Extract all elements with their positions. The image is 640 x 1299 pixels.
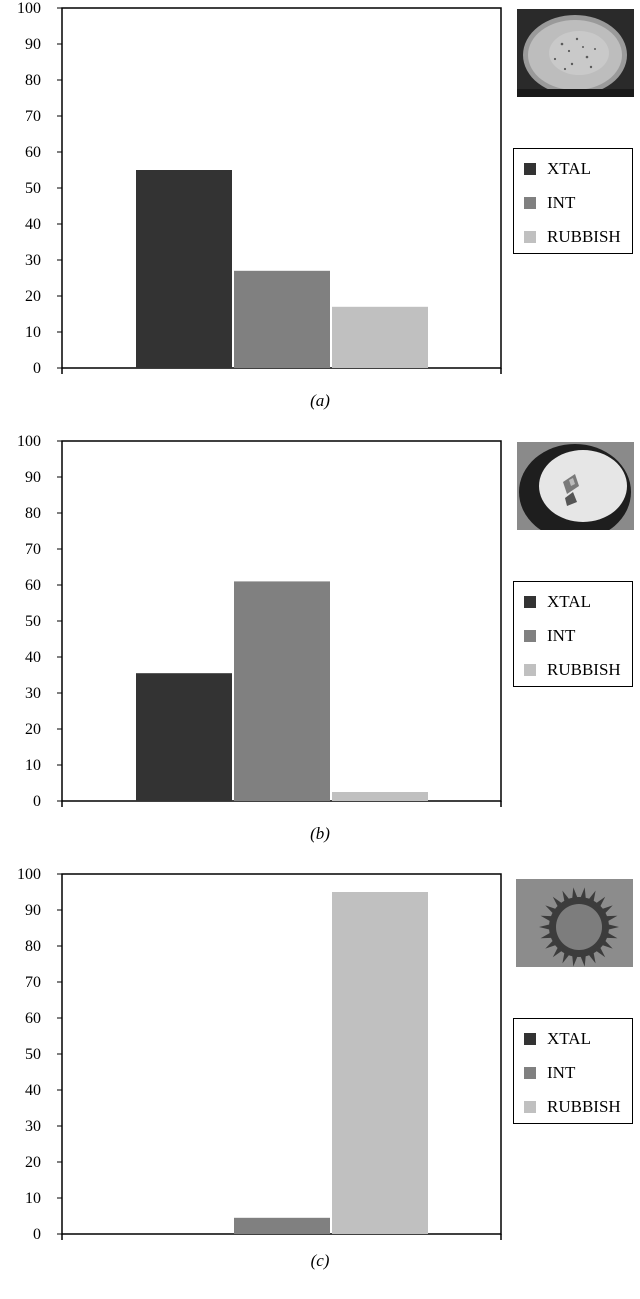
caption-a: (a) — [310, 391, 330, 410]
legend-swatch — [524, 1067, 536, 1079]
legend-item-int: INT — [524, 626, 575, 646]
y-tick-label-b: 100 — [17, 433, 41, 450]
legend-swatch — [524, 596, 536, 608]
legend-item-xtal: XTAL — [524, 592, 591, 612]
legend-label: INT — [547, 626, 576, 645]
rubbish-drop-image — [516, 879, 633, 967]
legend-swatch — [524, 231, 536, 243]
y-tick-label-c: 100 — [17, 866, 41, 883]
bar-a-xtal — [136, 170, 232, 368]
legend-a: XTAL INT RUBBISH — [513, 148, 633, 254]
legend-swatch — [524, 630, 536, 642]
y-tick-label-b: 0 — [33, 793, 41, 810]
y-tick-label-a: 100 — [17, 0, 41, 17]
legend-swatch — [524, 197, 536, 209]
legend-item-xtal: XTAL — [524, 159, 591, 179]
legend-label: INT — [547, 1063, 576, 1082]
chart-panel-a: 0 10 20 30 40 50 60 70 80 90 100 XTAL INT RUBBISH (a… — [0, 0, 640, 433]
legend-label: RUBBISH — [547, 660, 621, 679]
bar-chart-b: 0 10 20 30 40 50 60 70 80 90 100 — [17, 433, 502, 810]
bar-c-int — [234, 1217, 330, 1234]
y-tick-label-b: 80 — [25, 505, 41, 522]
chart-panel-c: 0 10 20 30 40 50 60 70 80 90 100 XTAL INT RUBBISH (c… — [0, 866, 640, 1299]
legend-item-int: INT — [524, 193, 575, 213]
y-tick-label-c: 30 — [25, 1118, 41, 1135]
legend-label: XTAL — [547, 1029, 591, 1048]
y-tick-label-b: 10 — [25, 757, 41, 774]
bar-b-int — [234, 581, 330, 801]
y-tick-label-b: 40 — [25, 649, 41, 666]
y-tick-label-c: 0 — [33, 1226, 41, 1243]
legend-swatch — [524, 664, 536, 676]
bar-chart-c: 0 10 20 30 40 50 60 70 80 90 100 — [17, 866, 502, 1243]
plot-area-c — [61, 873, 502, 1235]
y-tick-label-a: 10 — [25, 324, 41, 341]
bar-c-rubbish — [332, 892, 428, 1234]
y-tick-label-b: 20 — [25, 721, 41, 738]
legend-item-int: INT — [524, 1063, 575, 1083]
y-tick-label-a: 70 — [25, 108, 41, 125]
y-tick-label-c: 10 — [25, 1190, 41, 1207]
y-tick-label-b: 90 — [25, 469, 41, 486]
intermediate-drop-image — [517, 442, 634, 530]
legend-item-rubbish: RUBBISH — [524, 227, 621, 247]
legend-label: RUBBISH — [547, 1097, 621, 1116]
y-tick-label-b: 30 — [25, 685, 41, 702]
y-tick-label-b: 60 — [25, 577, 41, 594]
y-tick-label-b: 50 — [25, 613, 41, 630]
legend-label: RUBBISH — [547, 227, 621, 246]
caption-b: (b) — [310, 824, 330, 843]
legend-label: XTAL — [547, 159, 591, 178]
legend-swatch — [524, 1033, 536, 1045]
y-tick-label-a: 90 — [25, 36, 41, 53]
y-tick-label-a: 60 — [25, 144, 41, 161]
caption-c: (c) — [310, 1251, 330, 1270]
y-tick-label-a: 20 — [25, 288, 41, 305]
bar-a-rubbish — [332, 306, 428, 368]
chart-panel-b: 0 10 20 30 40 50 60 70 80 90 100 XTAL INT RUBBISH (b… — [0, 433, 640, 866]
legend-c: XTAL INT RUBBISH — [513, 1018, 633, 1124]
crystal-drop-image — [517, 9, 634, 97]
y-tick-label-c: 90 — [25, 902, 41, 919]
y-tick-label-c: 80 — [25, 938, 41, 955]
bar-a-int — [234, 270, 330, 368]
y-tick-label-a: 0 — [33, 360, 41, 377]
y-tick-label-c: 50 — [25, 1046, 41, 1063]
bar-b-rubbish — [332, 792, 428, 801]
legend-item-rubbish: RUBBISH — [524, 1097, 621, 1117]
legend-label: INT — [547, 193, 576, 212]
y-tick-label-c: 40 — [25, 1082, 41, 1099]
legend-b: XTAL INT RUBBISH — [513, 581, 633, 687]
legend-label: XTAL — [547, 592, 591, 611]
legend-item-xtal: XTAL — [524, 1029, 591, 1049]
bar-chart-a: 0 10 20 30 40 50 60 70 80 90 100 — [17, 0, 502, 377]
y-tick-label-c: 60 — [25, 1010, 41, 1027]
legend-swatch — [524, 163, 536, 175]
y-tick-label-a: 30 — [25, 252, 41, 269]
legend-item-rubbish: RUBBISH — [524, 660, 621, 680]
y-tick-label-c: 20 — [25, 1154, 41, 1171]
legend-swatch — [524, 1101, 536, 1113]
y-tick-label-a: 50 — [25, 180, 41, 197]
y-tick-label-b: 70 — [25, 541, 41, 558]
y-tick-label-c: 70 — [25, 974, 41, 991]
bar-b-xtal — [136, 673, 232, 801]
y-tick-label-a: 40 — [25, 216, 41, 233]
y-tick-label-a: 80 — [25, 72, 41, 89]
